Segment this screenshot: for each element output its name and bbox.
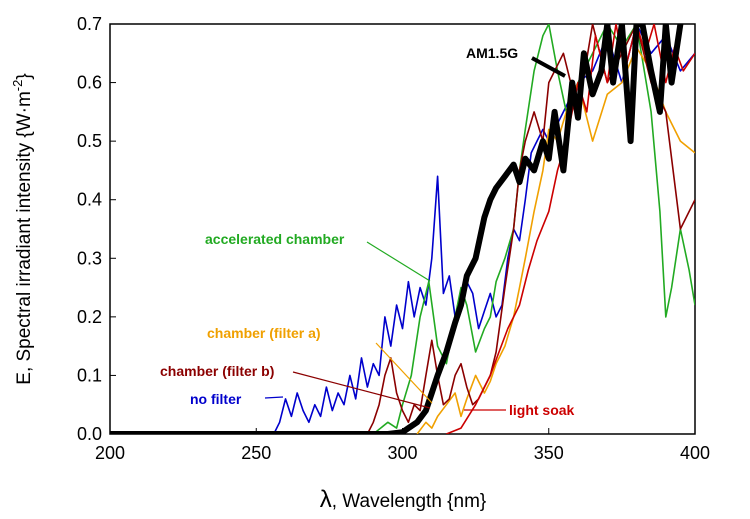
x-tick-label: 250 [241, 443, 271, 463]
no-filter-label: no filter [190, 391, 242, 407]
y-axis-title-sup: -2 [10, 80, 25, 92]
y-axis: 0.0 0.1 0.2 0.3 0.4 0.5 0.6 0.7 [77, 14, 116, 444]
y-tick-label: 0.4 [77, 190, 102, 210]
light-soak-label: light soak [509, 402, 575, 418]
lambda-symbol: λ [320, 486, 332, 513]
x-tick-label: 300 [387, 443, 417, 463]
annotations: AM1.5G accelerated chamber chamber (filt… [160, 45, 575, 418]
series-line-am1-5g [110, 24, 684, 434]
accelerated-chamber-arrow [366, 241, 431, 282]
filter-b-label: chamber (filter b) [160, 363, 274, 379]
series-group [110, 24, 695, 434]
x-tick-label: 200 [95, 443, 125, 463]
accelerated-chamber-label: accelerated chamber [205, 231, 345, 247]
x-axis-title-text: , Wavelength {nm} [332, 491, 487, 512]
series-line-chamber-filter-a [416, 46, 695, 434]
filter-b-arrow [292, 371, 431, 409]
y-tick-label: 0.2 [77, 307, 102, 327]
no-filter-arrow [264, 396, 284, 399]
y-tick-label: 0.3 [77, 248, 102, 268]
filter-a-label: chamber (filter a) [207, 325, 321, 341]
am15g-label: AM1.5G [466, 45, 518, 61]
am15g-arrow [531, 56, 566, 78]
x-tick-label: 350 [534, 443, 564, 463]
series-line-accelerated-chamber [372, 24, 695, 434]
filter-a-arrow [375, 342, 433, 404]
y-axis-title: E, Spectral irradiant intensity {W·m-2} [10, 73, 35, 384]
y-axis-title-main: E, Spectral irradiant intensity {W·m [14, 91, 35, 385]
y-axis-title-close: } [14, 73, 35, 79]
y-tick-label: 0.1 [77, 365, 102, 385]
y-tick-label: 0.5 [77, 131, 102, 151]
series-line-light-soak [446, 24, 695, 434]
x-axis-title: λ, Wavelength {nm} [320, 486, 487, 513]
y-tick-label: 0.0 [77, 424, 102, 444]
x-axis: 200 250 300 350 400 [95, 428, 710, 463]
x-tick-label: 400 [680, 443, 710, 463]
y-tick-label: 0.6 [77, 73, 102, 93]
y-tick-label: 0.7 [77, 14, 102, 34]
